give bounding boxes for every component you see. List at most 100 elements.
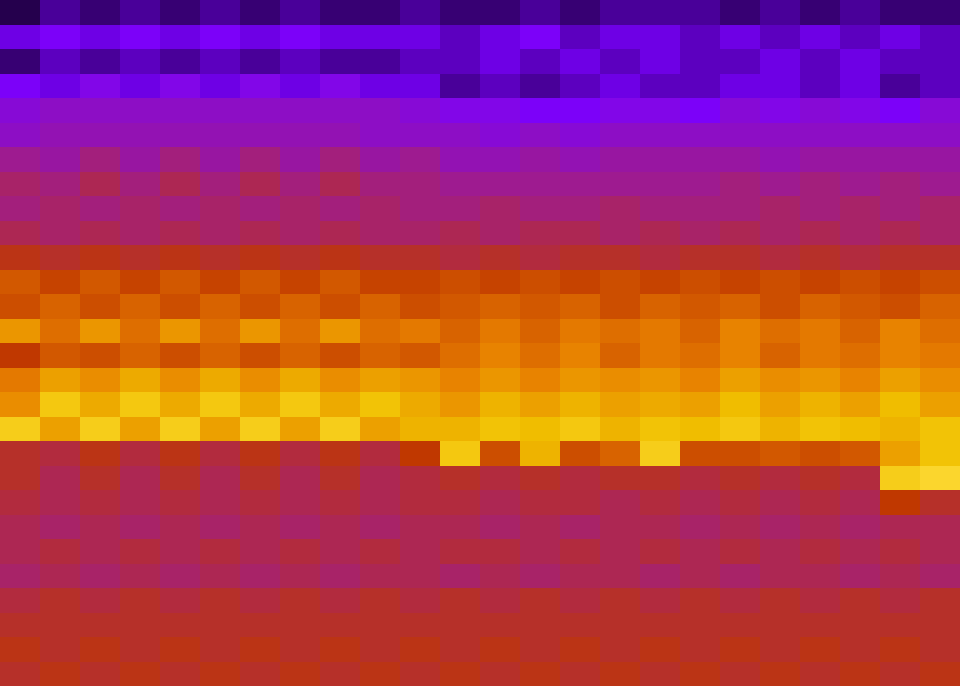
cell [680, 147, 720, 172]
cell [480, 392, 520, 417]
cell [640, 172, 680, 196]
cell [120, 98, 160, 123]
cell [400, 147, 440, 172]
cell [200, 417, 240, 441]
cell [320, 637, 360, 662]
cell [520, 196, 560, 221]
cell [720, 441, 760, 466]
cell [280, 490, 320, 515]
cell [200, 441, 240, 466]
cell [680, 49, 720, 74]
cell [800, 49, 840, 74]
cell [200, 74, 240, 98]
cell [240, 441, 280, 466]
cell [720, 613, 760, 637]
cell [0, 392, 40, 417]
cell [520, 294, 560, 319]
cell [240, 662, 280, 686]
cell [200, 319, 240, 343]
cell [520, 123, 560, 147]
cell [840, 123, 880, 147]
cell [560, 613, 600, 637]
cell [440, 466, 480, 490]
cell [320, 98, 360, 123]
cell [40, 123, 80, 147]
cell [440, 25, 480, 49]
cell [680, 98, 720, 123]
cell [160, 49, 200, 74]
cell [520, 466, 560, 490]
cell [920, 0, 960, 25]
cell [600, 441, 640, 466]
cell [800, 613, 840, 637]
cell [720, 221, 760, 245]
cell [920, 98, 960, 123]
cell [640, 49, 680, 74]
cell [160, 123, 200, 147]
cell [520, 417, 560, 441]
cell [560, 49, 600, 74]
cell [800, 74, 840, 98]
cell [480, 613, 520, 637]
cell [720, 196, 760, 221]
cell [80, 319, 120, 343]
cell [760, 74, 800, 98]
cell [880, 245, 920, 270]
cell [560, 74, 600, 98]
cell [680, 196, 720, 221]
cell [160, 196, 200, 221]
cell [760, 515, 800, 539]
cell [400, 613, 440, 637]
cell [440, 343, 480, 368]
cell [0, 172, 40, 196]
cell [240, 294, 280, 319]
cell [440, 49, 480, 74]
cell [760, 294, 800, 319]
cell [680, 466, 720, 490]
cell [80, 417, 120, 441]
cell [840, 466, 880, 490]
cell [920, 588, 960, 613]
cell [200, 172, 240, 196]
cell [880, 147, 920, 172]
cell [440, 441, 480, 466]
cell [920, 637, 960, 662]
cell [520, 539, 560, 564]
cell [40, 466, 80, 490]
cell [440, 515, 480, 539]
cell [120, 221, 160, 245]
cell [840, 490, 880, 515]
cell [920, 25, 960, 49]
cell [0, 49, 40, 74]
cell [320, 343, 360, 368]
cell [120, 368, 160, 392]
cell [360, 466, 400, 490]
cell [840, 49, 880, 74]
cell [360, 441, 400, 466]
cell [520, 613, 560, 637]
cell [600, 490, 640, 515]
cell [680, 613, 720, 637]
cell [880, 441, 920, 466]
cell [160, 343, 200, 368]
cell [840, 98, 880, 123]
cell [280, 196, 320, 221]
cell [920, 294, 960, 319]
cell [360, 294, 400, 319]
cell [280, 221, 320, 245]
cell [720, 588, 760, 613]
cell [0, 270, 40, 294]
cell [200, 613, 240, 637]
cell [400, 98, 440, 123]
cell [600, 0, 640, 25]
cell [800, 319, 840, 343]
cell [80, 343, 120, 368]
cell [240, 588, 280, 613]
cell [680, 0, 720, 25]
cell [280, 294, 320, 319]
cell [480, 74, 520, 98]
cell [360, 539, 400, 564]
cell [640, 147, 680, 172]
cell [0, 662, 40, 686]
cell [840, 196, 880, 221]
